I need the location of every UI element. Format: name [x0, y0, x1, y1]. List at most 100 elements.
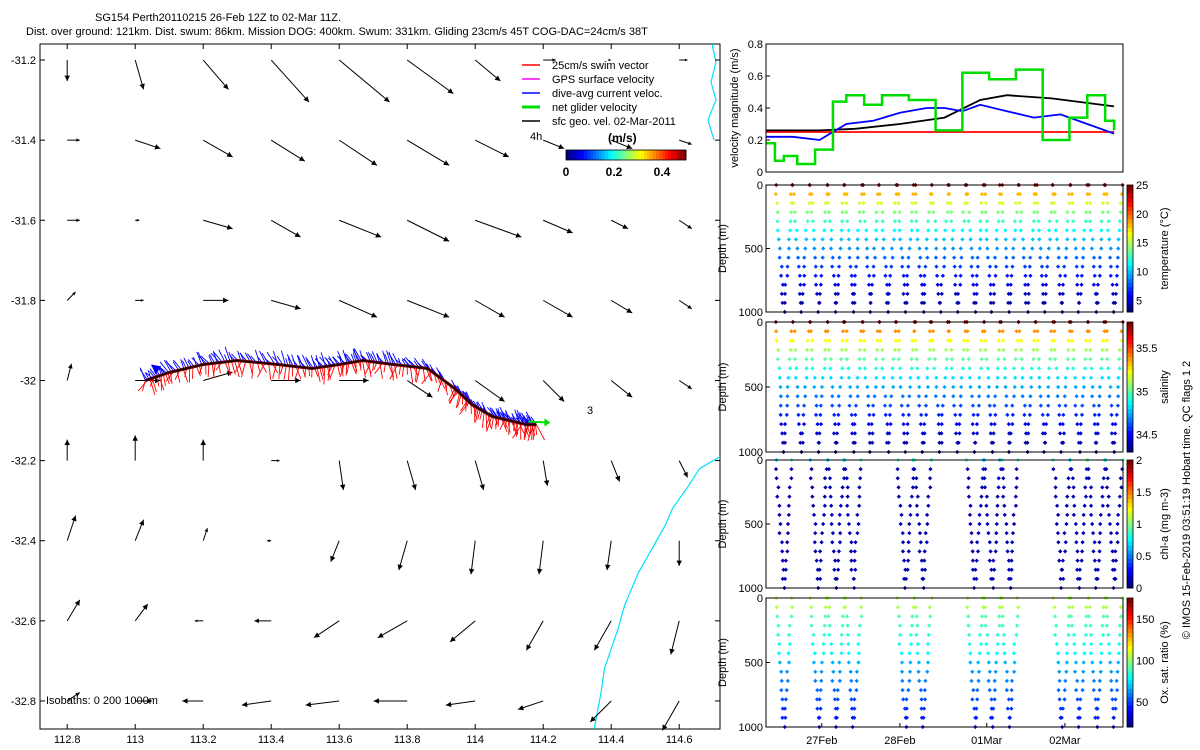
- temperature-sample: [984, 228, 989, 233]
- swim-vector: [294, 366, 300, 380]
- colorbar-cell: [1127, 481, 1133, 487]
- chlorophyll-points: [773, 457, 1126, 591]
- dac-arrowhead: [151, 364, 162, 375]
- chlorophyll-sample: [853, 567, 858, 572]
- chlorophyll-sample: [1083, 494, 1089, 499]
- salinity-sample: [819, 384, 825, 390]
- colorbar-cell: [1127, 240, 1133, 245]
- oxygen-sample: [1000, 614, 1005, 619]
- swim-vector: [141, 380, 146, 392]
- sfc-velocity-arrowhead: [154, 144, 161, 150]
- speed-colorbar-cell: [626, 150, 630, 160]
- salinity-sample: [933, 357, 938, 362]
- colorbar-cell: [1127, 722, 1133, 728]
- sfc-velocity-arrowhead: [498, 396, 505, 402]
- salinity-sample: [932, 366, 937, 371]
- oxygen-sample: [1098, 641, 1104, 647]
- salinity-sample: [973, 440, 978, 445]
- chlorophyll-sample: [1100, 494, 1105, 499]
- oxygen-sample: [1115, 669, 1120, 674]
- chlorophyll-sample: [775, 494, 780, 499]
- oxygen-sample: [776, 651, 782, 656]
- temperature-sample: [936, 291, 941, 296]
- swim-vector: [475, 408, 479, 422]
- temperature-sample: [904, 273, 910, 278]
- temperature-sample: [1031, 219, 1037, 224]
- colorbar-cell: [1127, 464, 1133, 470]
- chlorophyll-sample: [1120, 467, 1125, 472]
- temperature-sample: [880, 210, 885, 215]
- salinity-sample: [897, 338, 902, 343]
- colorbar-cell: [1127, 269, 1133, 275]
- salinity-sample: [951, 384, 956, 390]
- oxygen-sample: [928, 614, 933, 619]
- temperature-sample: [1030, 246, 1035, 251]
- swim-vector: [234, 360, 243, 373]
- chlorophyll-sample: [1115, 540, 1120, 545]
- chlorophyll-sample: [995, 503, 1000, 508]
- dac-vector: [324, 356, 333, 366]
- oxygen-sample: [1081, 641, 1087, 647]
- oxygen-sample: [1054, 623, 1059, 628]
- oxygen-sample: [1101, 605, 1106, 610]
- temperature-sample: [1113, 291, 1119, 296]
- oxygen-sample: [854, 669, 860, 674]
- salinity-sample: [1096, 403, 1102, 408]
- salinity-sample: [923, 394, 929, 399]
- chlorophyll-sample: [1117, 494, 1123, 499]
- salinity-sample: [996, 338, 1001, 343]
- velocity-y-tick-label: 0.4: [748, 103, 763, 115]
- temperature-sample: [994, 246, 1000, 251]
- oxygen-sample: [1113, 706, 1118, 711]
- sfc-velocity-arrowhead: [136, 218, 140, 222]
- colorbar-cell: [1127, 400, 1133, 405]
- oxygen-sample: [809, 614, 814, 619]
- temperature-sample: [1019, 210, 1024, 215]
- dac-vector: [213, 351, 223, 363]
- chlorophyll-sample: [915, 512, 920, 517]
- salinity-sample: [995, 366, 1000, 371]
- oxygen-sample: [983, 623, 988, 628]
- temperature-sample: [1081, 246, 1086, 251]
- oxygen-sample: [917, 678, 922, 684]
- oxygen-sample: [845, 632, 850, 637]
- salinity-sample: [1031, 357, 1036, 362]
- colorbar-cell: [1127, 477, 1133, 482]
- speed-colorbar-cell: [569, 150, 573, 160]
- salinity-sample: [986, 384, 992, 390]
- oxygen-sample: [1070, 605, 1075, 610]
- oxygen-sample: [823, 614, 828, 619]
- salinity-sample: [1002, 375, 1008, 380]
- oxygen-sample: [1016, 605, 1021, 610]
- chlorophyll-sample: [789, 476, 794, 481]
- chlorophyll-sample: [783, 558, 788, 563]
- temperature-sample: [827, 219, 833, 224]
- salinity-sample: [795, 394, 800, 399]
- salinity-sample: [823, 338, 828, 343]
- dac-vector: [159, 361, 170, 373]
- chlorophyll-sample: [984, 494, 990, 499]
- salinity-sample: [881, 375, 886, 380]
- temperature-sample: [1013, 201, 1019, 206]
- temperature-sample: [941, 237, 947, 242]
- colorbar-cell: [1127, 193, 1133, 199]
- temperature-sample: [953, 291, 958, 296]
- chlorophyll-sample: [849, 567, 854, 572]
- sfc-velocity-arrowhead: [445, 701, 452, 708]
- oxygen-sample: [974, 706, 979, 711]
- salinity-sample: [1109, 403, 1114, 408]
- temperature-sample: [1071, 219, 1076, 224]
- temperature-sample: [1058, 273, 1063, 278]
- sfc-velocity-vector: [538, 540, 544, 575]
- salinity-sample: [979, 338, 984, 343]
- oxygen-sample: [922, 697, 928, 702]
- speed-colorbar-cell: [674, 150, 678, 160]
- dac-vector: [286, 354, 294, 367]
- chlorophyll-sample: [928, 467, 933, 472]
- salinity-sample: [862, 366, 868, 371]
- salinity-sample: [993, 412, 998, 417]
- salinity-sample: [946, 338, 951, 343]
- chlorophyll-sample: [1063, 540, 1068, 545]
- salinity-sample: [930, 338, 935, 343]
- oxygen-sample: [915, 641, 920, 647]
